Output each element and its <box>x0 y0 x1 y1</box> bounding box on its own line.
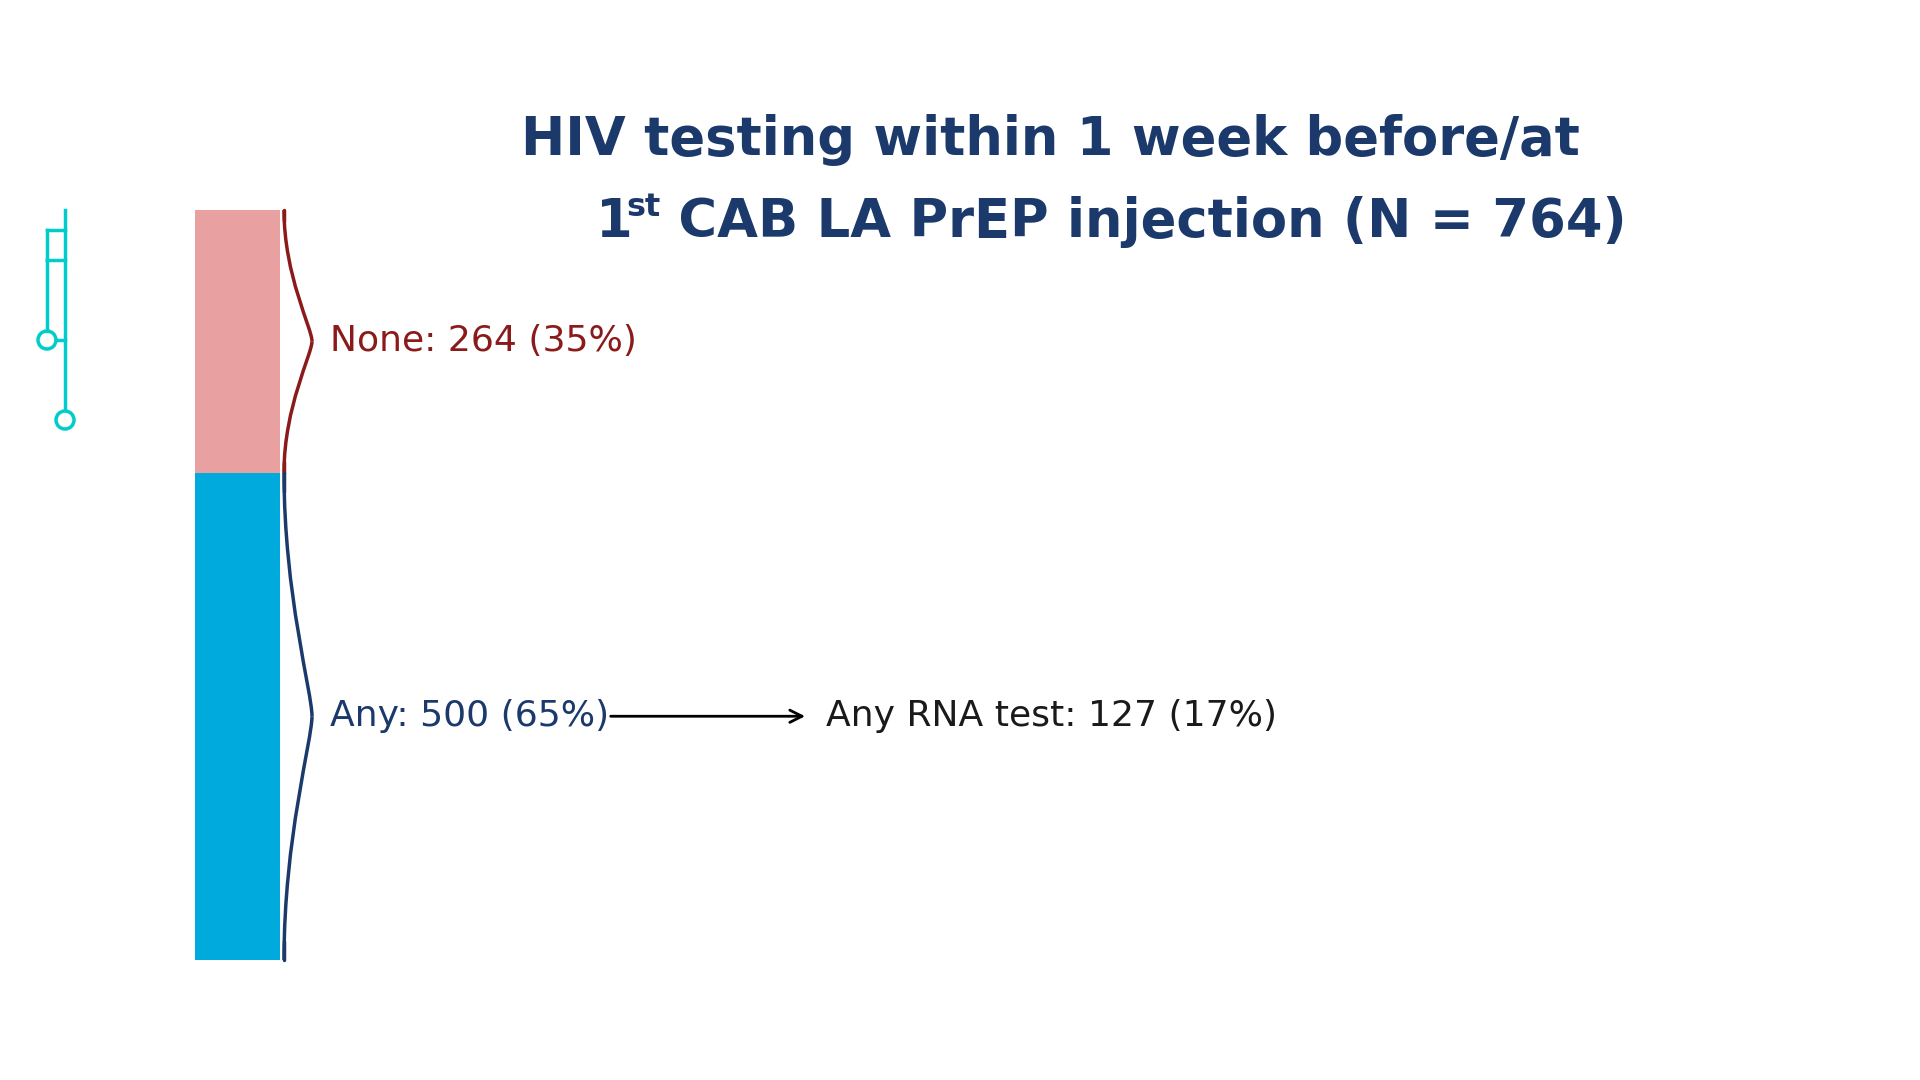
Bar <box>196 210 280 473</box>
Text: None: 264 (35%): None: 264 (35%) <box>330 324 637 359</box>
Text: Any: 500 (65%): Any: 500 (65%) <box>330 699 609 733</box>
Bar <box>196 473 280 960</box>
Text: st: st <box>626 192 660 222</box>
Text: CAB LA PrEP injection (N = 764): CAB LA PrEP injection (N = 764) <box>660 195 1626 248</box>
Text: HIV testing within 1 week before/at: HIV testing within 1 week before/at <box>520 114 1580 166</box>
Text: 1: 1 <box>595 195 632 248</box>
Text: Any RNA test: 127 (17%): Any RNA test: 127 (17%) <box>826 699 1277 733</box>
